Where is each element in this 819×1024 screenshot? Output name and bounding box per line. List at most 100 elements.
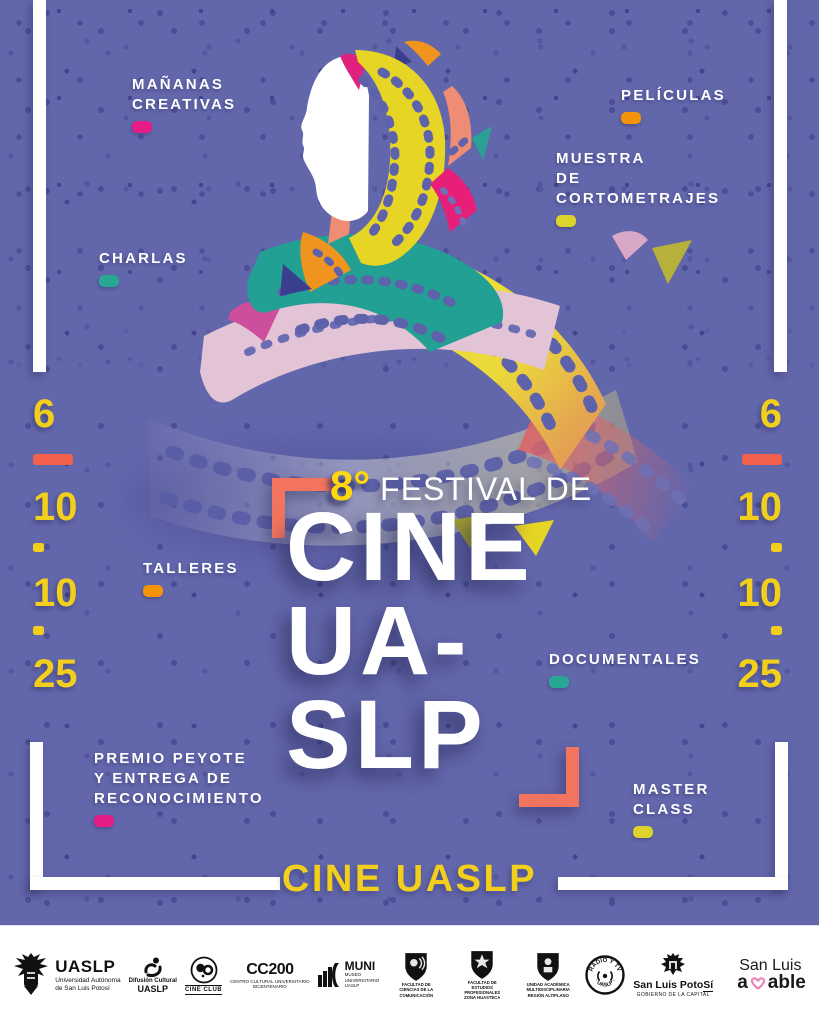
festival-dates-left: 6 10 10 25	[33, 392, 83, 696]
shield-icon	[537, 953, 559, 982]
muni-subtitle: UASLP	[344, 983, 360, 989]
amable-a: a	[737, 972, 748, 993]
cc200-wordmark: CC200	[246, 960, 294, 978]
fragment-yellow	[514, 520, 554, 556]
label-line: MAÑANAS	[132, 76, 225, 93]
festival-de-text: FESTIVAL DE	[380, 471, 593, 507]
title-bracket-close	[519, 747, 579, 807]
svg-text:· UASLP ·: · UASLP ·	[593, 978, 617, 989]
pink-tag	[94, 815, 114, 827]
date-year: 25	[737, 652, 783, 696]
label-talleres: TALLERES	[143, 559, 239, 597]
label-master-class: MASTER CLASS	[633, 780, 710, 838]
label-line: DE	[556, 170, 582, 187]
logo-difusion-cultural: Difusión Cultural UASLP	[129, 957, 177, 994]
uaslp-title: UASLP	[55, 957, 116, 976]
title-line-slp: SLP	[286, 680, 487, 789]
difusion-label: Difusión Cultural	[128, 977, 177, 984]
muni-subtitle: MUSEO	[344, 972, 362, 978]
navy-triangle	[280, 264, 312, 296]
salmon-film-patch	[443, 86, 472, 166]
yellow-filmstrip-scarf	[349, 50, 446, 266]
date-end-day: 10	[737, 485, 783, 529]
frame-corner-bottom-left-vertical	[30, 742, 43, 890]
date-dot	[33, 626, 44, 635]
date-month: 10	[33, 571, 78, 615]
label-line: CLASS	[633, 801, 695, 818]
date-start-day: 6	[33, 392, 56, 436]
label-mananas-creativas: MAÑANAS CREATIVAS	[132, 75, 236, 133]
gobierno-title-part: San Luis Poto	[633, 978, 704, 991]
festival-dates-right: 6 10 10 25	[732, 392, 783, 696]
facultad-label: CIENCIAS DE LA	[399, 987, 434, 993]
cc200-subtitle: BICENTENARIO	[252, 984, 287, 989]
uaslp-crest-icon	[14, 953, 49, 995]
label-premio-peyote: PREMIO PEYOTE Y ENTREGA DE RECONOCIMIENT…	[94, 749, 264, 827]
amable-line1: San Luis	[739, 957, 802, 974]
edition-number: 8°	[330, 462, 371, 509]
facultad-label: ZONA HUASTECA	[464, 995, 501, 1001]
label-line: DOCUMENTALES	[549, 651, 701, 668]
amable-line2: a able	[737, 972, 806, 993]
label-charlas: CHARLAS	[99, 249, 188, 287]
cine-club-label: CINE CLUB	[184, 984, 223, 995]
label-line: Y ENTREGA DE	[94, 770, 233, 787]
cine-club-icon	[190, 956, 217, 983]
orange-film-piece	[300, 232, 351, 292]
label-line: PREMIO PEYOTE	[94, 750, 247, 767]
frame-line-top-left	[33, 0, 46, 372]
teal-tag	[549, 676, 569, 688]
label-line: CHARLAS	[99, 250, 188, 267]
frame-corner-bottom-left-horizontal	[30, 877, 280, 890]
gobierno-crest-icon	[661, 952, 686, 975]
orange-top-piece	[404, 40, 441, 66]
gobierno-subtitle: GOBIERNO DE LA CAPITAL	[636, 991, 710, 998]
logo-unidad-altiplano: UNIDAD ACADÉMICA MULTIDISCIPLINARIA REGI…	[519, 952, 577, 998]
film-woman-illustration	[130, 40, 698, 556]
fragment-olive	[652, 240, 692, 284]
main-title: CINE UA- SLP	[286, 492, 534, 789]
date-year: 25	[33, 652, 78, 696]
date-dash	[33, 454, 73, 465]
magenta-film-strip	[430, 168, 477, 232]
orange-tag	[143, 585, 163, 597]
frame-corner-bottom-right-horizontal	[558, 877, 788, 890]
uaslp-subtitle: de San Luis Potosí	[55, 985, 110, 992]
logo-muni: MUNI MUSEO UNIVERSITARIO UASLP	[317, 960, 380, 989]
date-dot	[33, 543, 44, 552]
facultad-label: FACULTAD DE	[401, 982, 431, 988]
cine-uaslp-wordmark: CINE UASLP	[281, 858, 538, 900]
muni-subtitle: UNIVERSITARIO	[344, 977, 380, 983]
label-line: CREATIVAS	[132, 96, 237, 113]
pink-tag	[132, 121, 152, 133]
gobierno-title: San Luis PotoSí	[633, 978, 714, 992]
title-line-cine: CINE	[286, 492, 534, 601]
date-dot	[771, 626, 782, 635]
date-start-day: 6	[759, 392, 782, 436]
shield-icon	[405, 953, 427, 982]
label-peliculas: PELÍCULAS	[621, 86, 726, 124]
frame-corner-bottom-right-vertical	[775, 742, 788, 890]
yellow-tag	[633, 826, 653, 838]
logo-cine-club: CINE CLUB	[184, 956, 223, 995]
shield-icon	[471, 950, 493, 979]
title-line-ua: UA-	[286, 586, 471, 695]
unidad-label: MULTIDISCIPLINARIA	[526, 987, 570, 993]
poster-background: MAÑANAS CREATIVAS CHARLAS PELÍCULAS MUES…	[0, 0, 819, 925]
amable-able: able	[767, 972, 806, 993]
logo-facultad-huasteca: FACULTAD DE ESTUDIOS PROFESIONALES ZONA …	[453, 950, 511, 1001]
date-dot	[771, 543, 782, 552]
label-line: MASTER	[633, 781, 710, 798]
woman-face	[301, 56, 369, 221]
logo-cc200: CC200 CENTRO CULTURAL UNIVERSITARIO BICE…	[230, 961, 309, 990]
fragment-dusty-pink	[612, 231, 648, 260]
label-line: CORTOMETRAJES	[556, 190, 721, 207]
fragment-olive-2	[452, 514, 490, 548]
unidad-label: UNIDAD ACADÉMICA	[526, 982, 570, 988]
logo-uaslp: UASLP Universidad Autónoma de San Luis P…	[13, 952, 121, 998]
heart-m-icon	[750, 977, 765, 990]
date-end-day: 10	[33, 485, 78, 529]
sponsor-footer: UASLP Universidad Autónoma de San Luis P…	[0, 925, 819, 1024]
label-muestra-de-cortometrajes: MUESTRA DE CORTOMETRAJES	[556, 149, 720, 227]
